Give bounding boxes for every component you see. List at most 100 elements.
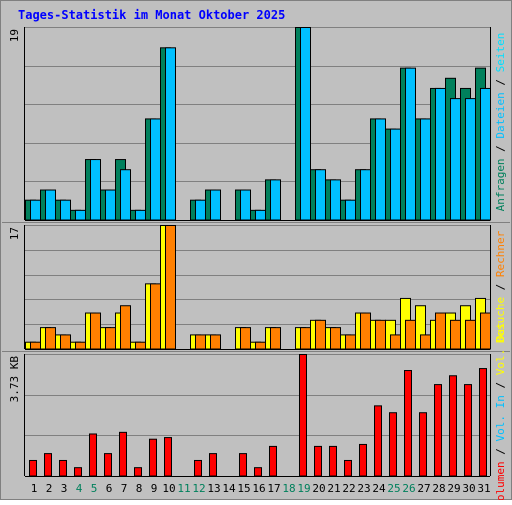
- bar-rechner-day-23: [360, 312, 371, 350]
- bar-volumen-day-7: [119, 431, 127, 477]
- bar-rechner-day-26: [405, 319, 416, 350]
- bar-dateien-day-27: [420, 118, 431, 221]
- x-label-day-16: 16: [252, 482, 265, 495]
- bar-rechner-day-6: [105, 327, 116, 350]
- bar-dateien-day-8: [135, 209, 146, 221]
- bar-rechner-day-3: [60, 334, 71, 350]
- bar-volumen-day-13: [209, 453, 217, 477]
- x-label-day-10: 10: [162, 482, 175, 495]
- legend-bottom: Volumen / Vol. In / Vol. Out: [494, 322, 507, 500]
- bar-rechner-day-25: [390, 334, 401, 350]
- bar-volumen-day-9: [149, 438, 157, 477]
- panel-top: 19 Anfragen / Dateien / Seiten: [8, 27, 507, 221]
- x-label-day-29: 29: [447, 482, 460, 495]
- bar-dateien-day-31: [480, 87, 491, 221]
- legend-separator: /: [494, 277, 507, 297]
- bar-volumen-day-28: [434, 384, 442, 477]
- bar-dateien-day-2: [45, 189, 56, 221]
- legend-entry: Besuche: [494, 297, 507, 343]
- bar-rechner-day-21: [330, 327, 341, 350]
- bar-volumen-day-30: [464, 384, 472, 477]
- bar-volumen-day-23: [359, 443, 367, 477]
- x-label-day-31: 31: [477, 482, 490, 495]
- x-label-day-17: 17: [267, 482, 280, 495]
- legend-entry: Rechner: [494, 230, 507, 277]
- legend-separator: /: [494, 139, 507, 159]
- x-label-day-18: 18: [282, 482, 295, 495]
- x-label-day-28: 28: [432, 482, 445, 495]
- x-label-day-3: 3: [61, 482, 68, 495]
- bar-volumen-day-27: [419, 412, 427, 477]
- bar-rechner-day-22: [345, 334, 356, 350]
- x-axis-labels: 1 2 3 4 5 6 7 8 9 10 11 12 13 14 15 16 17 18 19 20 21 22 23 24 2…: [31, 482, 491, 495]
- bar-volumen-day-12: [194, 459, 202, 477]
- x-label-day-7: 7: [121, 482, 128, 495]
- bar-rechner-day-28: [435, 312, 446, 350]
- bar-rechner-day-20: [315, 319, 326, 350]
- x-label-day-4: 4: [76, 482, 83, 495]
- bar-dateien-day-23: [360, 169, 371, 221]
- bar-dateien-day-12: [195, 199, 206, 221]
- panel-bottom: 3.73 KB Volumen / Vol. In / Vol. Out: [8, 322, 507, 505]
- bar-rechner-day-2: [45, 327, 56, 350]
- bar-rechner-day-7: [120, 305, 131, 350]
- x-label-day-2: 2: [46, 482, 53, 495]
- x-label-day-25: 25: [387, 482, 400, 495]
- legend-entry: Vol. In: [494, 395, 507, 441]
- x-label-day-11: 11: [177, 482, 190, 495]
- bar-rechner-day-16: [255, 341, 266, 350]
- x-label-day-21: 21: [327, 482, 340, 495]
- x-label-day-30: 30: [462, 482, 475, 495]
- x-label-day-15: 15: [237, 482, 250, 495]
- x-label-day-1: 1: [31, 482, 38, 495]
- y-max-label: 3.73 KB: [8, 356, 21, 403]
- bar-rechner-day-27: [420, 334, 431, 350]
- bar-volumen-day-21: [329, 445, 337, 477]
- bar-rechner-day-17: [270, 327, 281, 350]
- y-max-label: 19: [8, 29, 21, 42]
- bar-dateien-day-25: [390, 128, 401, 221]
- x-label-day-24: 24: [372, 482, 386, 495]
- x-label-day-12: 12: [192, 482, 205, 495]
- bar-volumen-day-31: [479, 368, 487, 477]
- bar-volumen-day-17: [269, 445, 277, 477]
- bar-dateien-day-9: [150, 118, 161, 221]
- bar-rechner-day-12: [195, 334, 206, 350]
- legend-entry: Vol. Out: [494, 322, 507, 375]
- bar-dateien-day-6: [105, 189, 116, 221]
- x-label-day-26: 26: [402, 482, 415, 495]
- x-label-day-20: 20: [312, 482, 325, 495]
- x-label-day-23: 23: [357, 482, 370, 495]
- bar-dateien-day-26: [405, 67, 416, 221]
- legend-top: Anfragen / Dateien / Seiten: [494, 33, 507, 212]
- bar-volumen-day-4: [74, 467, 82, 477]
- bar-dateien-day-22: [345, 199, 356, 221]
- bar-dateien-day-5: [90, 159, 101, 221]
- bar-rechner-day-9: [150, 283, 161, 350]
- bar-rechner-day-4: [75, 341, 86, 350]
- bar-dateien-day-1: [30, 199, 41, 221]
- bar-rechner-day-19: [300, 327, 311, 350]
- bar-volumen-day-24: [374, 405, 382, 477]
- bar-volumen-day-1: [29, 459, 37, 477]
- bar-rechner-day-13: [210, 334, 221, 350]
- chart-title: Tages-Statistik im Monat Oktober 2025: [18, 8, 285, 22]
- bar-dateien-day-7: [120, 169, 131, 221]
- bar-rechner-day-24: [375, 319, 386, 350]
- bar-dateien-day-24: [375, 118, 386, 221]
- bar-volumen-day-5: [89, 433, 97, 477]
- legend-separator: /: [494, 375, 507, 395]
- bar-rechner-day-31: [480, 312, 491, 350]
- bar-dateien-day-20: [315, 169, 326, 221]
- legend-middle: Besuche / Rechner: [494, 230, 507, 343]
- bar-volumen-day-10: [164, 437, 172, 477]
- bar-dateien-day-17: [270, 179, 281, 221]
- bar-rechner-day-5: [90, 312, 101, 350]
- legend-entry: Anfragen: [494, 158, 507, 211]
- x-label-day-13: 13: [207, 482, 220, 495]
- bar-dateien-day-29: [450, 98, 461, 221]
- bar-dateien-day-4: [75, 209, 86, 221]
- bar-volumen-day-19: [299, 354, 307, 477]
- legend-entry: Seiten: [494, 33, 507, 73]
